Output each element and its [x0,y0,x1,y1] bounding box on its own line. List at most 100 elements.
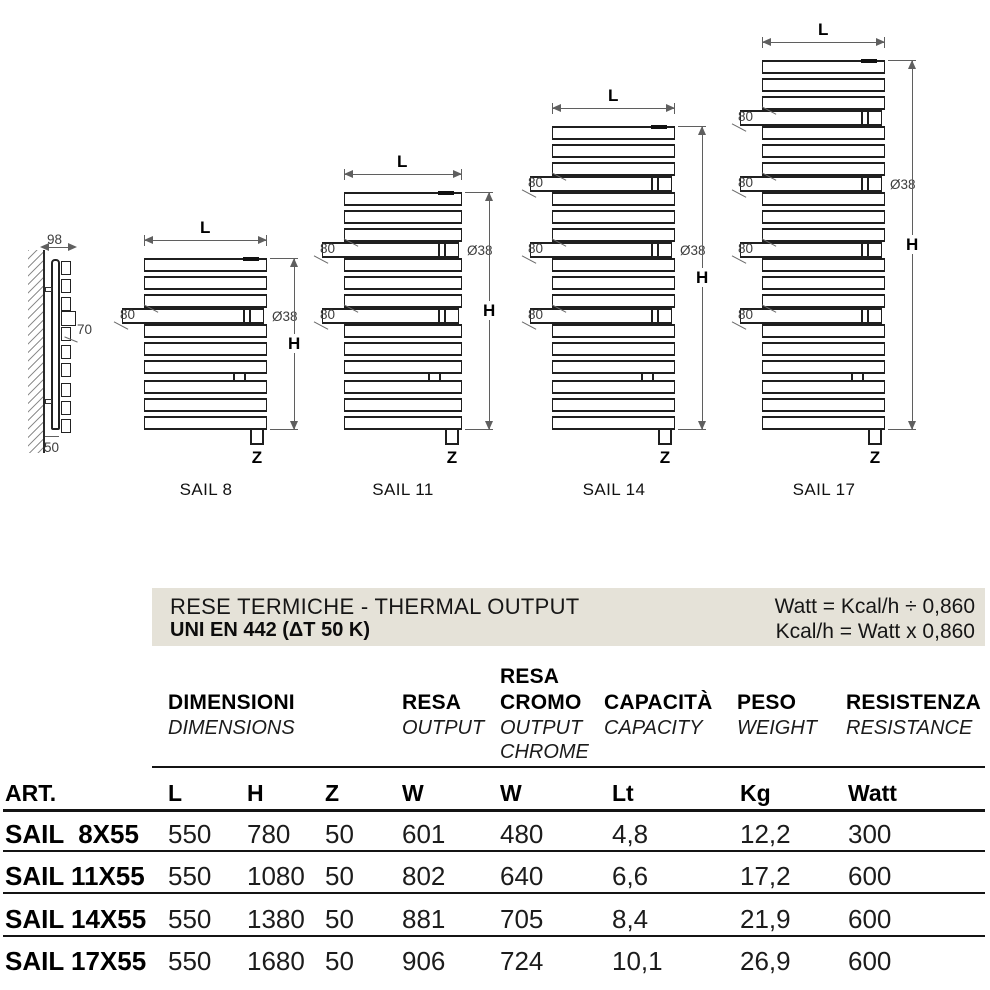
group-header-rule [152,766,985,768]
radiator-slat [144,276,267,290]
dim-label-L: L [397,152,408,171]
radiator-slat [344,210,462,224]
value-cell: 26,9 [740,946,791,976]
radiator-name: SAIL 8 [179,480,233,499]
unit-header: H [247,780,264,806]
hook-offset-label: 80 [528,307,544,322]
dim-arrow-up [485,192,493,201]
radiator-slat [552,228,675,242]
radiator-slat [552,294,675,308]
dim-arrow-down [908,421,916,430]
kcal-formula: Kcal/h = Watt x 0,860 [775,620,975,643]
dim-ext-line [678,429,706,430]
side-slat-section [61,261,71,275]
value-cell: 4,8 [612,819,649,849]
side-slat-section [61,383,71,397]
side-slat-section [61,345,71,359]
radiator-slat [144,380,267,394]
collector-tube-tick [657,310,659,322]
side-depth-dim-line [45,247,71,249]
collector-tube-tick [249,310,251,322]
dim-arrow-left [344,170,353,178]
bottom-connection-stub [250,430,264,445]
radiator-slat [552,125,675,140]
radiator-slat [762,380,885,394]
side-hook-slat-section [61,311,76,326]
bottom-connection-stub [868,430,882,445]
collector-tube-tick [867,178,869,190]
collector-tube-tick [657,244,659,256]
value-cell: 780 [247,819,291,849]
value-cell: 50 [325,946,354,976]
value-cell: 50 [325,861,354,891]
radiator-slat [344,294,462,308]
radiator-name: SAIL 14 [582,480,646,499]
radiator-slat [344,258,462,272]
radiator-slat [552,324,675,338]
radiator-slat [144,294,267,308]
radiator-slat [762,96,885,110]
radiator-slat [552,144,675,158]
radiator-slat [552,210,675,224]
collector-tube-tick [861,310,863,322]
dim-label-Z: Z [869,448,881,467]
value-cell: 550 [168,819,212,849]
dim-arrow-left [144,236,153,244]
collector-joint [428,374,441,380]
collector-tube-tick [867,310,869,322]
value-cell: 600 [848,946,892,976]
radiator-slat [762,398,885,412]
collector-joint [233,374,246,380]
dim-label-Z: Z [251,448,263,467]
collector-tube-tick [444,310,446,322]
collector-tube-tick [444,244,446,256]
radiator-slat [344,228,462,242]
hook-offset-label: 80 [528,241,544,256]
header-rule-thick [3,809,985,812]
dim-label-H: H [904,235,921,254]
hook-offset-label: 80 [738,175,754,190]
unit-header: W [500,780,522,806]
dim-label-H: H [694,268,711,287]
collector-joint [641,374,654,380]
radiator-slat [144,416,267,430]
art-cell: SAIL 14X55 [5,904,147,934]
side-bottom-label: 50 [44,440,60,455]
collector-tube-tick [861,244,863,256]
radiator-slat [762,342,885,356]
hook-offset-label: 80 [120,307,136,322]
column-group-title: PESO [737,691,797,714]
radiator-slat [344,380,462,394]
value-cell: 724 [500,946,544,976]
collector-tube-tick [651,310,653,322]
towel-hook-slat: 80 Ø38 [731,172,916,198]
value-cell: 8,4 [612,904,649,934]
dim-label-L: L [200,218,211,237]
side-slat-section [61,279,71,293]
value-cell: 300 [848,819,892,849]
radiator-slat [344,398,462,412]
air-vent-plug [438,191,454,195]
value-cell: 17,2 [740,861,791,891]
radiator-slat [552,192,675,206]
collector-tube-tick [438,244,440,256]
radiator-slat [762,276,885,290]
towel-hook-slat: 80 Ø38 [521,238,706,264]
dim-arrow-right [666,104,675,112]
air-vent-plug [861,59,877,63]
dim-ext-line [270,429,298,430]
radiator-slat [144,257,267,272]
radiator-slat [762,416,885,430]
radiator-slat [762,192,885,206]
dim-arrow-left [552,104,561,112]
pipe-diameter-label: Ø38 [272,309,298,324]
dim-ext-line [270,258,298,259]
radiator-slat [144,342,267,356]
radiator-slat [144,398,267,412]
value-cell: 21,9 [740,904,791,934]
dim-line-L [344,174,462,176]
column-group-title: RESA [500,665,560,688]
radiator-slat [762,78,885,92]
dim-line-L [144,240,267,242]
